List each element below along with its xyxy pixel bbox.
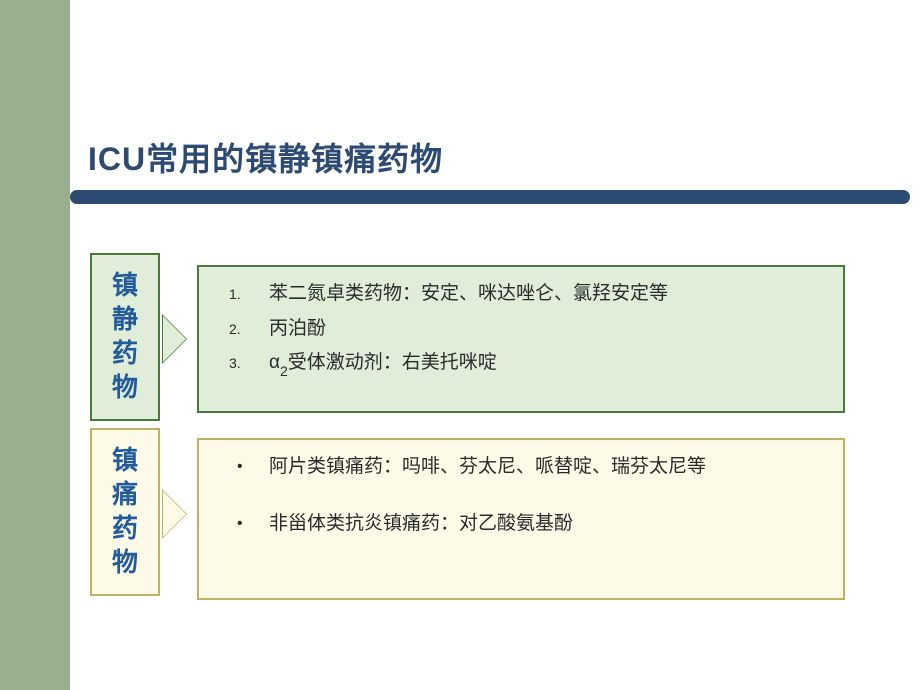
page-title: ICU常用的镇静镇痛药物 — [88, 134, 443, 180]
list-item: 苯二氮卓类药物：安定、咪达唑仑、氯羟安定等 — [229, 281, 823, 308]
analgesia-list: 阿片类镇痛药：吗啡、芬太尼、哌替啶、瑞芬太尼等 非甾体类抗炎镇痛药：对乙酸氨基酚 — [229, 454, 823, 537]
category-box-sedation: 镇 静 药 物 — [90, 253, 160, 421]
arrow-icon — [162, 314, 187, 364]
category-char: 痛 — [112, 478, 138, 512]
category-char: 镇 — [112, 269, 138, 303]
category-char: 物 — [112, 371, 138, 405]
category-box-analgesia: 镇 痛 药 物 — [90, 428, 160, 596]
list-item: 非甾体类抗炎镇痛药：对乙酸氨基酚 — [229, 511, 823, 538]
category-char: 药 — [112, 512, 138, 546]
arrow-icon — [162, 489, 187, 539]
sedation-list: 苯二氮卓类药物：安定、咪达唑仑、氯羟安定等 丙泊酚 α2受体激动剂：右美托咪啶 — [229, 281, 823, 379]
title-underline — [70, 190, 910, 204]
content-box-sedation: 苯二氮卓类药物：安定、咪达唑仑、氯羟安定等 丙泊酚 α2受体激动剂：右美托咪啶 — [197, 265, 845, 413]
list-item: 丙泊酚 — [229, 316, 823, 343]
category-char: 镇 — [112, 444, 138, 478]
list-item: α2受体激动剂：右美托咪啶 — [229, 350, 823, 378]
sidebar-band — [0, 0, 70, 690]
category-char: 物 — [112, 546, 138, 580]
category-char: 静 — [112, 303, 138, 337]
category-char: 药 — [112, 337, 138, 371]
content-box-analgesia: 阿片类镇痛药：吗啡、芬太尼、哌替啶、瑞芬太尼等 非甾体类抗炎镇痛药：对乙酸氨基酚 — [197, 438, 845, 600]
list-item: 阿片类镇痛药：吗啡、芬太尼、哌替啶、瑞芬太尼等 — [229, 454, 823, 481]
